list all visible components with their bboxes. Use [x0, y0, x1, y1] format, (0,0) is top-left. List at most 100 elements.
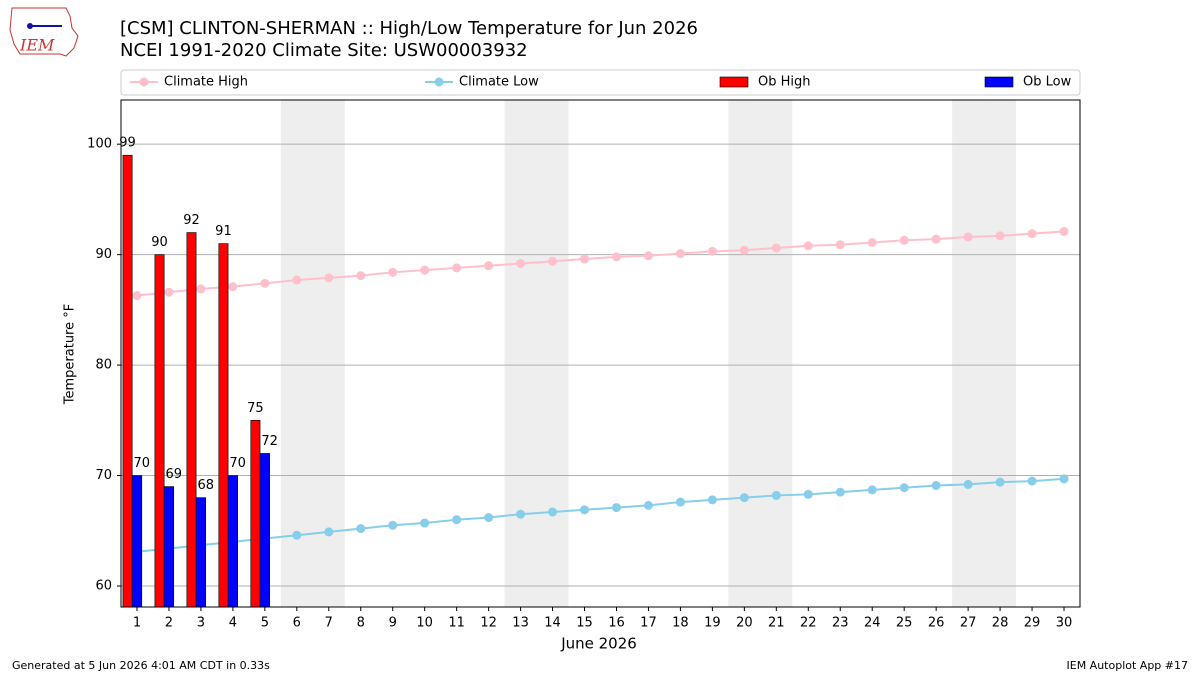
point [1027, 476, 1037, 486]
x-tick-label: 3 [197, 616, 205, 631]
x-tick-label: 22 [800, 616, 817, 631]
point [1027, 229, 1037, 239]
x-tick-label: 2 [165, 616, 173, 631]
data-label: 70 [229, 456, 246, 471]
footer-left: Generated at 5 Jun 2026 4:01 AM CDT in 0… [12, 659, 270, 672]
x-axis-label: June 2026 [560, 635, 637, 653]
legend-label: Ob Low [1023, 75, 1072, 90]
bar [122, 154, 133, 608]
point [867, 237, 877, 247]
x-tick-label: 17 [640, 616, 657, 631]
logo-text: IEM [19, 36, 55, 55]
bar [195, 497, 207, 608]
y-tick-label: 70 [95, 468, 112, 483]
bar [250, 420, 261, 608]
chart-title: [CSM] CLINTON-SHERMAN :: High/Low Temper… [120, 18, 698, 39]
point [899, 483, 909, 493]
point [260, 278, 270, 288]
x-tick-label: 10 [416, 616, 433, 631]
x-tick-label: 4 [229, 616, 237, 631]
data-label: 70 [134, 456, 151, 471]
chart-subtitle: NCEI 1991-2020 Climate Site: USW00003932 [120, 40, 528, 61]
point [643, 251, 653, 261]
x-tick-label: 27 [960, 616, 977, 631]
point [516, 509, 526, 519]
point [452, 515, 462, 525]
legend-swatch [984, 76, 1014, 88]
y-tick-label: 100 [87, 137, 112, 152]
weekend-shade [280, 100, 345, 607]
point [675, 497, 685, 507]
x-tick-label: 25 [896, 616, 913, 631]
x-tick-label: 1 [133, 616, 141, 631]
x-tick-label: 29 [1024, 616, 1041, 631]
bar [154, 254, 165, 608]
point [164, 287, 174, 297]
point [707, 495, 717, 505]
point [771, 243, 781, 253]
x-tick-label: 30 [1056, 616, 1073, 631]
point [292, 530, 302, 540]
x-tick-label: 16 [608, 616, 625, 631]
legend-label: Ob High [758, 75, 811, 90]
weekend-shade [504, 100, 569, 607]
x-tick-label: 21 [768, 616, 785, 631]
point [803, 489, 813, 499]
point [420, 518, 430, 528]
point [324, 527, 334, 537]
y-tick-label: 90 [95, 247, 112, 262]
bar [259, 453, 270, 608]
legend-swatch [139, 77, 149, 87]
point [963, 479, 973, 489]
y-axis-label: Temperature °F [63, 304, 78, 405]
point [835, 240, 845, 250]
point [803, 241, 813, 251]
x-tick-label: 23 [832, 616, 849, 631]
point [675, 249, 685, 259]
point [420, 265, 430, 275]
point [995, 231, 1005, 241]
point [292, 275, 302, 285]
point [835, 487, 845, 497]
x-tick-label: 20 [736, 616, 753, 631]
bar [186, 232, 197, 608]
data-label: 91 [215, 224, 232, 239]
weekend-shade [952, 100, 1017, 607]
x-tick-label: 15 [576, 616, 593, 631]
bar [131, 475, 143, 608]
point [739, 245, 749, 255]
data-label: 90 [151, 235, 168, 250]
x-tick-label: 26 [928, 616, 945, 631]
point [196, 284, 206, 294]
data-label: 68 [197, 478, 214, 493]
point [1059, 226, 1069, 236]
point [771, 490, 781, 500]
point [388, 267, 398, 277]
legend-box [120, 69, 1081, 96]
legend-label: Climate Low [459, 75, 539, 90]
y-tick-label: 60 [95, 579, 112, 594]
data-label: 75 [247, 401, 264, 416]
point [580, 254, 590, 264]
point [452, 263, 462, 273]
point [356, 524, 366, 534]
data-label: 69 [165, 467, 182, 482]
data-label: 92 [183, 213, 200, 228]
point [707, 246, 717, 256]
logo: IEM [9, 7, 79, 57]
point [1059, 474, 1069, 484]
y-tick-label: 80 [95, 358, 112, 373]
x-tick-label: 24 [864, 616, 881, 631]
point [548, 256, 558, 266]
point [611, 503, 621, 513]
x-tick-label: 14 [544, 616, 561, 631]
point [611, 252, 621, 262]
point [580, 505, 590, 515]
line [136, 230, 1065, 297]
x-tick-label: 19 [704, 616, 721, 631]
footer-right: IEM Autoplot App #17 [1067, 659, 1189, 672]
point [995, 477, 1005, 487]
x-tick-label: 9 [389, 616, 397, 631]
point [228, 282, 238, 292]
